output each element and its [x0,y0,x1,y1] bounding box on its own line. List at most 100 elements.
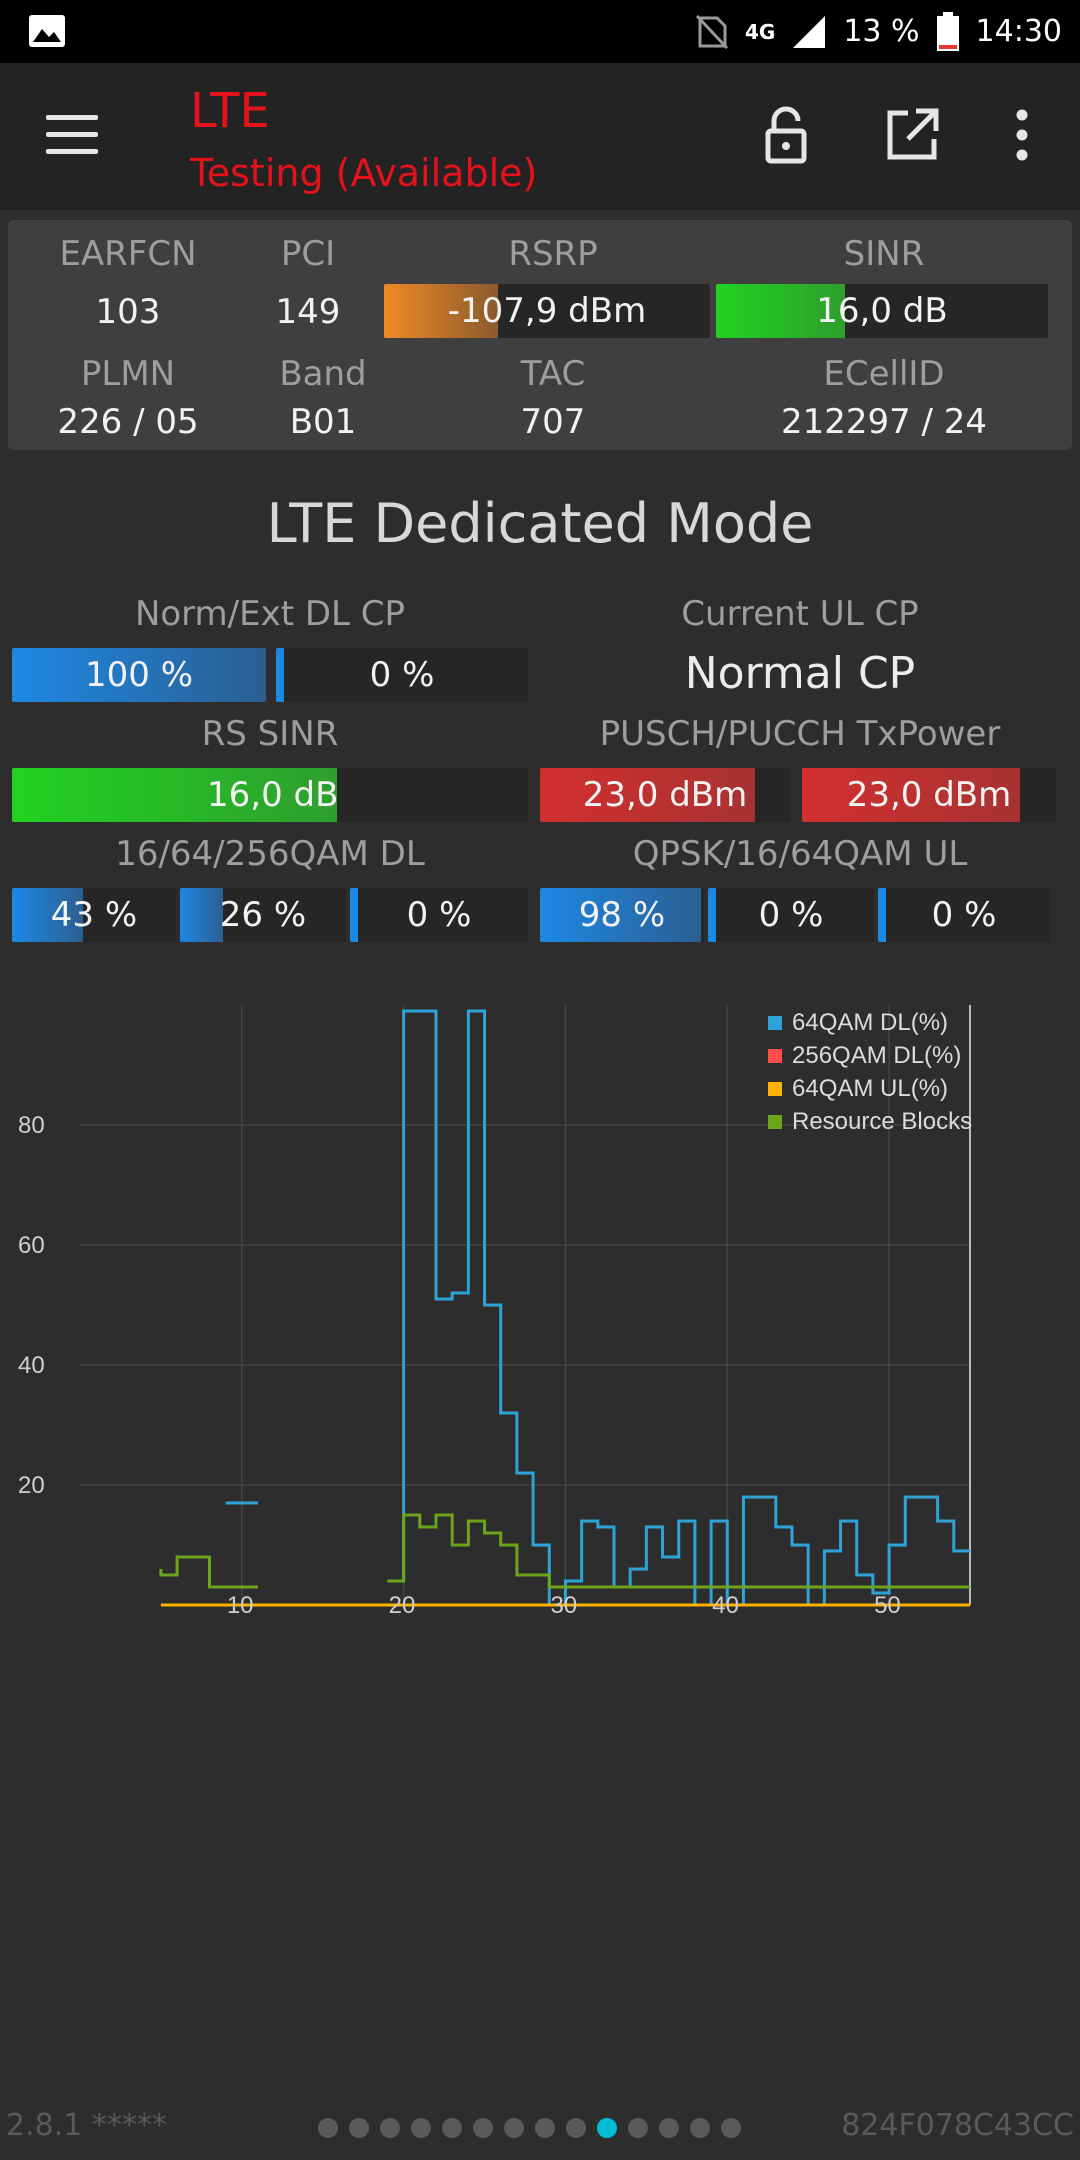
band-value: B01 [289,402,357,442]
serving-cell-panel: EARFCN PCI RSRP SINR 103 149 -107,9 dBm … [8,220,1072,450]
page-dot[interactable] [318,2118,338,2138]
ul-cp-value: Normal CP [684,648,916,699]
qam256-dl-value: 0 % [406,895,472,935]
txpower-label: PUSCH/PUCCH TxPower [599,714,1001,754]
qpsk-ul-value: 98 % [578,895,666,935]
network-type: 4G [744,19,776,44]
page-dot[interactable] [504,2118,524,2138]
x-tick-label: 30 [550,1592,577,1619]
page-dot[interactable] [721,2118,741,2138]
plmn-label: PLMN [80,354,176,394]
sinr-bar: 16,0 dB [716,284,1048,338]
rsrp-bar: -107,9 dBm [384,284,710,338]
legend-swatch [768,1016,782,1030]
pusch-power-value: 23,0 dBm [582,775,748,815]
sinr-value: 16,0 dB [816,291,948,331]
tac-label: TAC [520,354,586,394]
qam-ul-label: QPSK/16/64QAM UL [632,834,968,874]
footer: 2.8.1 ***** 824F078C43CC [0,2100,1080,2150]
dl-cp-extended-value: 0 % [369,655,435,695]
battery-percent: 13 % [843,14,920,49]
qam16-dl-value: 43 % [50,895,138,935]
dl-cp-extended-bar: 0 % [276,648,528,702]
page-dot[interactable] [349,2118,369,2138]
pusch-power-bar: 23,0 dBm [540,768,790,822]
ecellid-label: ECellID [823,354,945,394]
qam256-dl-bar: 0 % [350,888,528,942]
y-tick-label: 60 [18,1232,45,1259]
legend-label: 256QAM DL(%) [792,1042,961,1069]
band-label: Band [279,354,367,394]
plmn-value: 226 / 05 [57,402,199,442]
series-line [225,1009,970,1607]
y-tick-label: 20 [18,1472,45,1499]
lock-open-icon[interactable] [756,105,816,165]
clock: 14:30 [975,14,1062,49]
pci-label: PCI [280,234,336,274]
page-dot[interactable] [442,2118,462,2138]
legend-swatch [768,1115,782,1129]
legend-swatch [768,1082,782,1096]
earfcn-value: 103 [95,292,161,332]
rs-sinr-value: 16,0 dB [207,775,339,815]
page-dot[interactable] [659,2118,679,2138]
qam64-ul-value: 0 % [931,895,997,935]
legend-label: 64QAM DL(%) [792,1009,948,1036]
pucch-power-bar: 23,0 dBm [802,768,1056,822]
rsrp-value: -107,9 dBm [447,291,647,331]
page-dot[interactable] [535,2118,555,2138]
qam16-ul-value: 0 % [758,895,824,935]
page-dot[interactable] [566,2118,586,2138]
qam64-ul-bar: 0 % [878,888,1050,942]
legend-label: Resource Blocks [792,1108,972,1135]
status-bar: 4G 13 % 14:30 [0,0,1080,63]
signal-icon [793,15,826,48]
ecellid-value: 212297 / 24 [780,402,988,442]
rs-sinr-bar: 16,0 dB [12,768,528,822]
app-subtitle: Testing (Available) [190,151,538,195]
modulation-chart: 20 40 60 80 10 20 30 40 50 64QAM DL(%) 256QAM DL(… [18,1005,972,1619]
page-dot[interactable] [380,2118,400,2138]
x-tick-label: 10 [227,1592,254,1619]
sinr-label: SINR [843,234,925,274]
version-label: 2.8.1 ***** [6,2108,167,2143]
qam64-dl-value: 26 % [219,895,307,935]
page-dot[interactable] [597,2118,617,2138]
page-dot[interactable] [473,2118,493,2138]
gallery-icon [29,15,65,47]
menu-icon[interactable] [46,115,98,157]
dl-cp-normal-bar: 100 % [12,648,266,702]
qam16-dl-bar: 43 % [12,888,176,942]
pucch-power-value: 23,0 dBm [846,775,1012,815]
page-dot[interactable] [411,2118,431,2138]
battery-icon [936,11,959,51]
tac-value: 707 [520,402,586,442]
series-line [159,1513,970,1589]
qam-dl-label: 16/64/256QAM DL [115,834,425,874]
page-dot[interactable] [690,2118,710,2138]
device-id: 824F078C43CC [841,2108,1074,2143]
open-external-icon[interactable] [882,105,942,165]
legend-swatch [768,1049,782,1063]
app-bar: LTE Testing (Available) [0,63,1080,210]
y-tick-label: 80 [18,1112,45,1139]
app-title: LTE [190,83,270,139]
page-dot[interactable] [628,2118,648,2138]
pci-value: 149 [275,292,341,332]
y-tick-label: 40 [18,1352,45,1379]
no-sim-icon [695,14,729,49]
page-indicator[interactable] [318,2118,741,2138]
earfcn-label: EARFCN [59,234,197,274]
section-title: LTE Dedicated Mode [266,492,814,555]
x-tick-label: 20 [389,1592,416,1619]
more-vert-icon[interactable] [1000,105,1044,165]
qam64-dl-bar: 26 % [180,888,346,942]
ul-cp-label: Current UL CP [681,594,919,634]
rsrp-label: RSRP [508,234,598,274]
x-tick-label: 50 [874,1592,901,1619]
dl-cp-normal-value: 100 % [84,655,193,695]
x-tick-label: 40 [712,1592,739,1619]
legend-label: 64QAM UL(%) [792,1075,948,1102]
qpsk-ul-bar: 98 % [540,888,704,942]
qam16-ul-bar: 0 % [708,888,874,942]
